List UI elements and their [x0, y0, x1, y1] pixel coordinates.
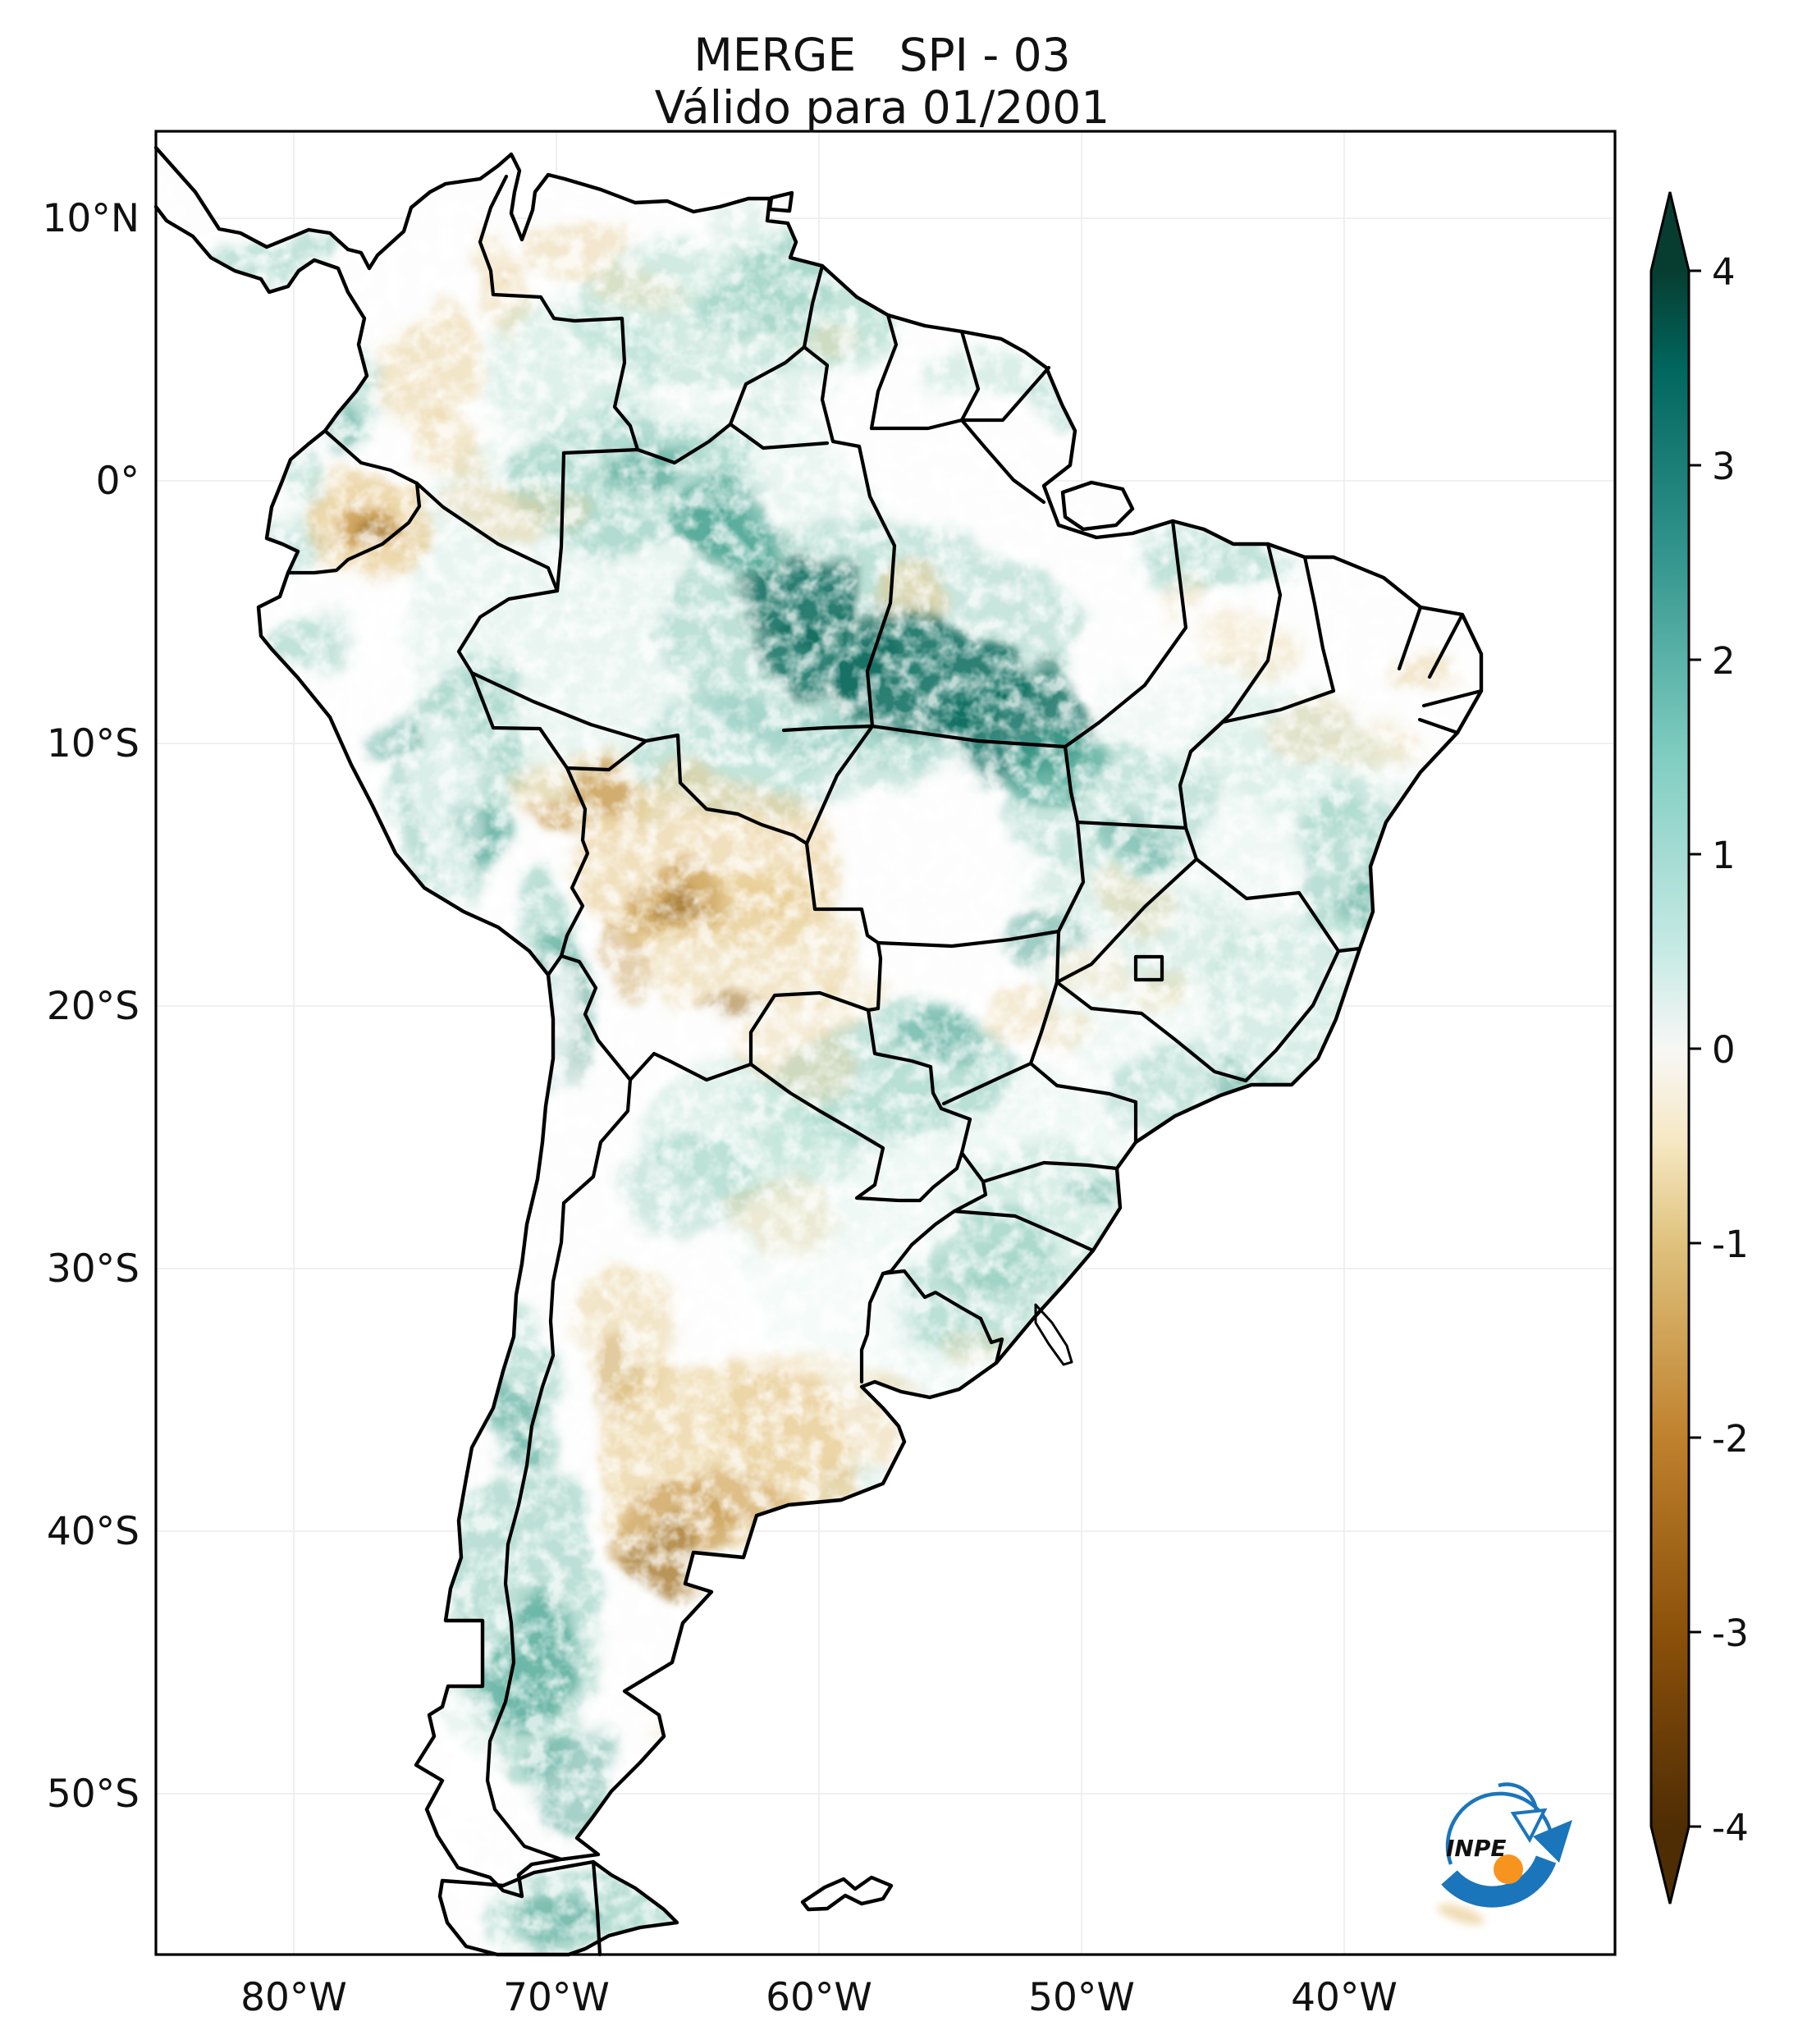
cbar-label-2: 2	[1712, 639, 1736, 683]
lat-label-0: 0°	[96, 459, 140, 504]
inpe-logo: INPE	[1441, 1782, 1572, 1908]
figure-title: MERGE SPI - 03	[693, 29, 1070, 81]
falkland-islands-coast	[800, 1875, 894, 1912]
cbar-label-m1: -1	[1712, 1223, 1749, 1266]
latitude-axis: 10°N 0° 10°S 20°S 30°S 40°S 50°S	[43, 196, 140, 1817]
lon-label-70w: 70°W	[503, 1975, 610, 2020]
state-borders	[469, 418, 1484, 1253]
cbar-label-4: 4	[1712, 250, 1736, 294]
colorbar-labels: 4 3 2 1 0 -1 -2 -3 -4	[1712, 250, 1749, 1850]
colorbar: 4 3 2 1 0 -1 -2 -3 -4	[1649, 191, 1749, 1905]
logo-swoosh-arc	[1441, 1854, 1557, 1908]
tierra-del-fuego-coast	[437, 1859, 679, 1957]
patos-lagoon	[1034, 1303, 1073, 1366]
logo-wordmark: INPE	[1446, 1835, 1507, 1862]
country-borders	[286, 174, 1051, 1957]
cbar-label-0: 0	[1712, 1028, 1736, 1072]
lat-label-10s: 10°S	[47, 721, 140, 766]
figure-subtitle: Válido para 01/2001	[655, 81, 1110, 134]
spi-raster-layer	[156, 148, 1481, 1955]
marajo-island-coast	[1060, 480, 1135, 532]
cbar-label-m4: -4	[1712, 1806, 1749, 1850]
longitude-axis: 80°W 70°W 60°W 50°W 40°W	[240, 1975, 1398, 2020]
lon-label-50w: 50°W	[1028, 1975, 1135, 2020]
logo-swirl-outer	[1445, 1791, 1555, 1865]
lon-label-60w: 60°W	[766, 1975, 872, 2020]
lat-label-10n: 10°N	[43, 196, 140, 241]
trinidad-coast	[767, 190, 794, 213]
lat-label-30s: 30°S	[47, 1246, 140, 1292]
cbar-label-m2: -2	[1712, 1417, 1749, 1461]
cbar-label-m3: -3	[1712, 1612, 1749, 1655]
coastline	[153, 145, 1484, 1957]
lat-label-20s: 20°S	[47, 984, 140, 1029]
cbar-label-3: 3	[1712, 445, 1736, 488]
logo-hollow-arrow	[1510, 1808, 1548, 1844]
lat-label-50s: 50°S	[47, 1772, 140, 1817]
lon-label-40w: 40°W	[1291, 1975, 1398, 2020]
lat-label-40s: 40°S	[47, 1509, 140, 1554]
south-georgia-data-streak	[1437, 1904, 1485, 1925]
lon-label-80w: 80°W	[240, 1975, 347, 2020]
logo-orange-dot	[1494, 1854, 1523, 1884]
colorbar-ticks	[1689, 269, 1701, 1828]
colorbar-gradient-bar	[1649, 191, 1690, 1905]
logo-swoosh-arrowhead	[1533, 1820, 1572, 1863]
map-frame	[154, 130, 1617, 1956]
cbar-label-1: 1	[1712, 834, 1736, 877]
